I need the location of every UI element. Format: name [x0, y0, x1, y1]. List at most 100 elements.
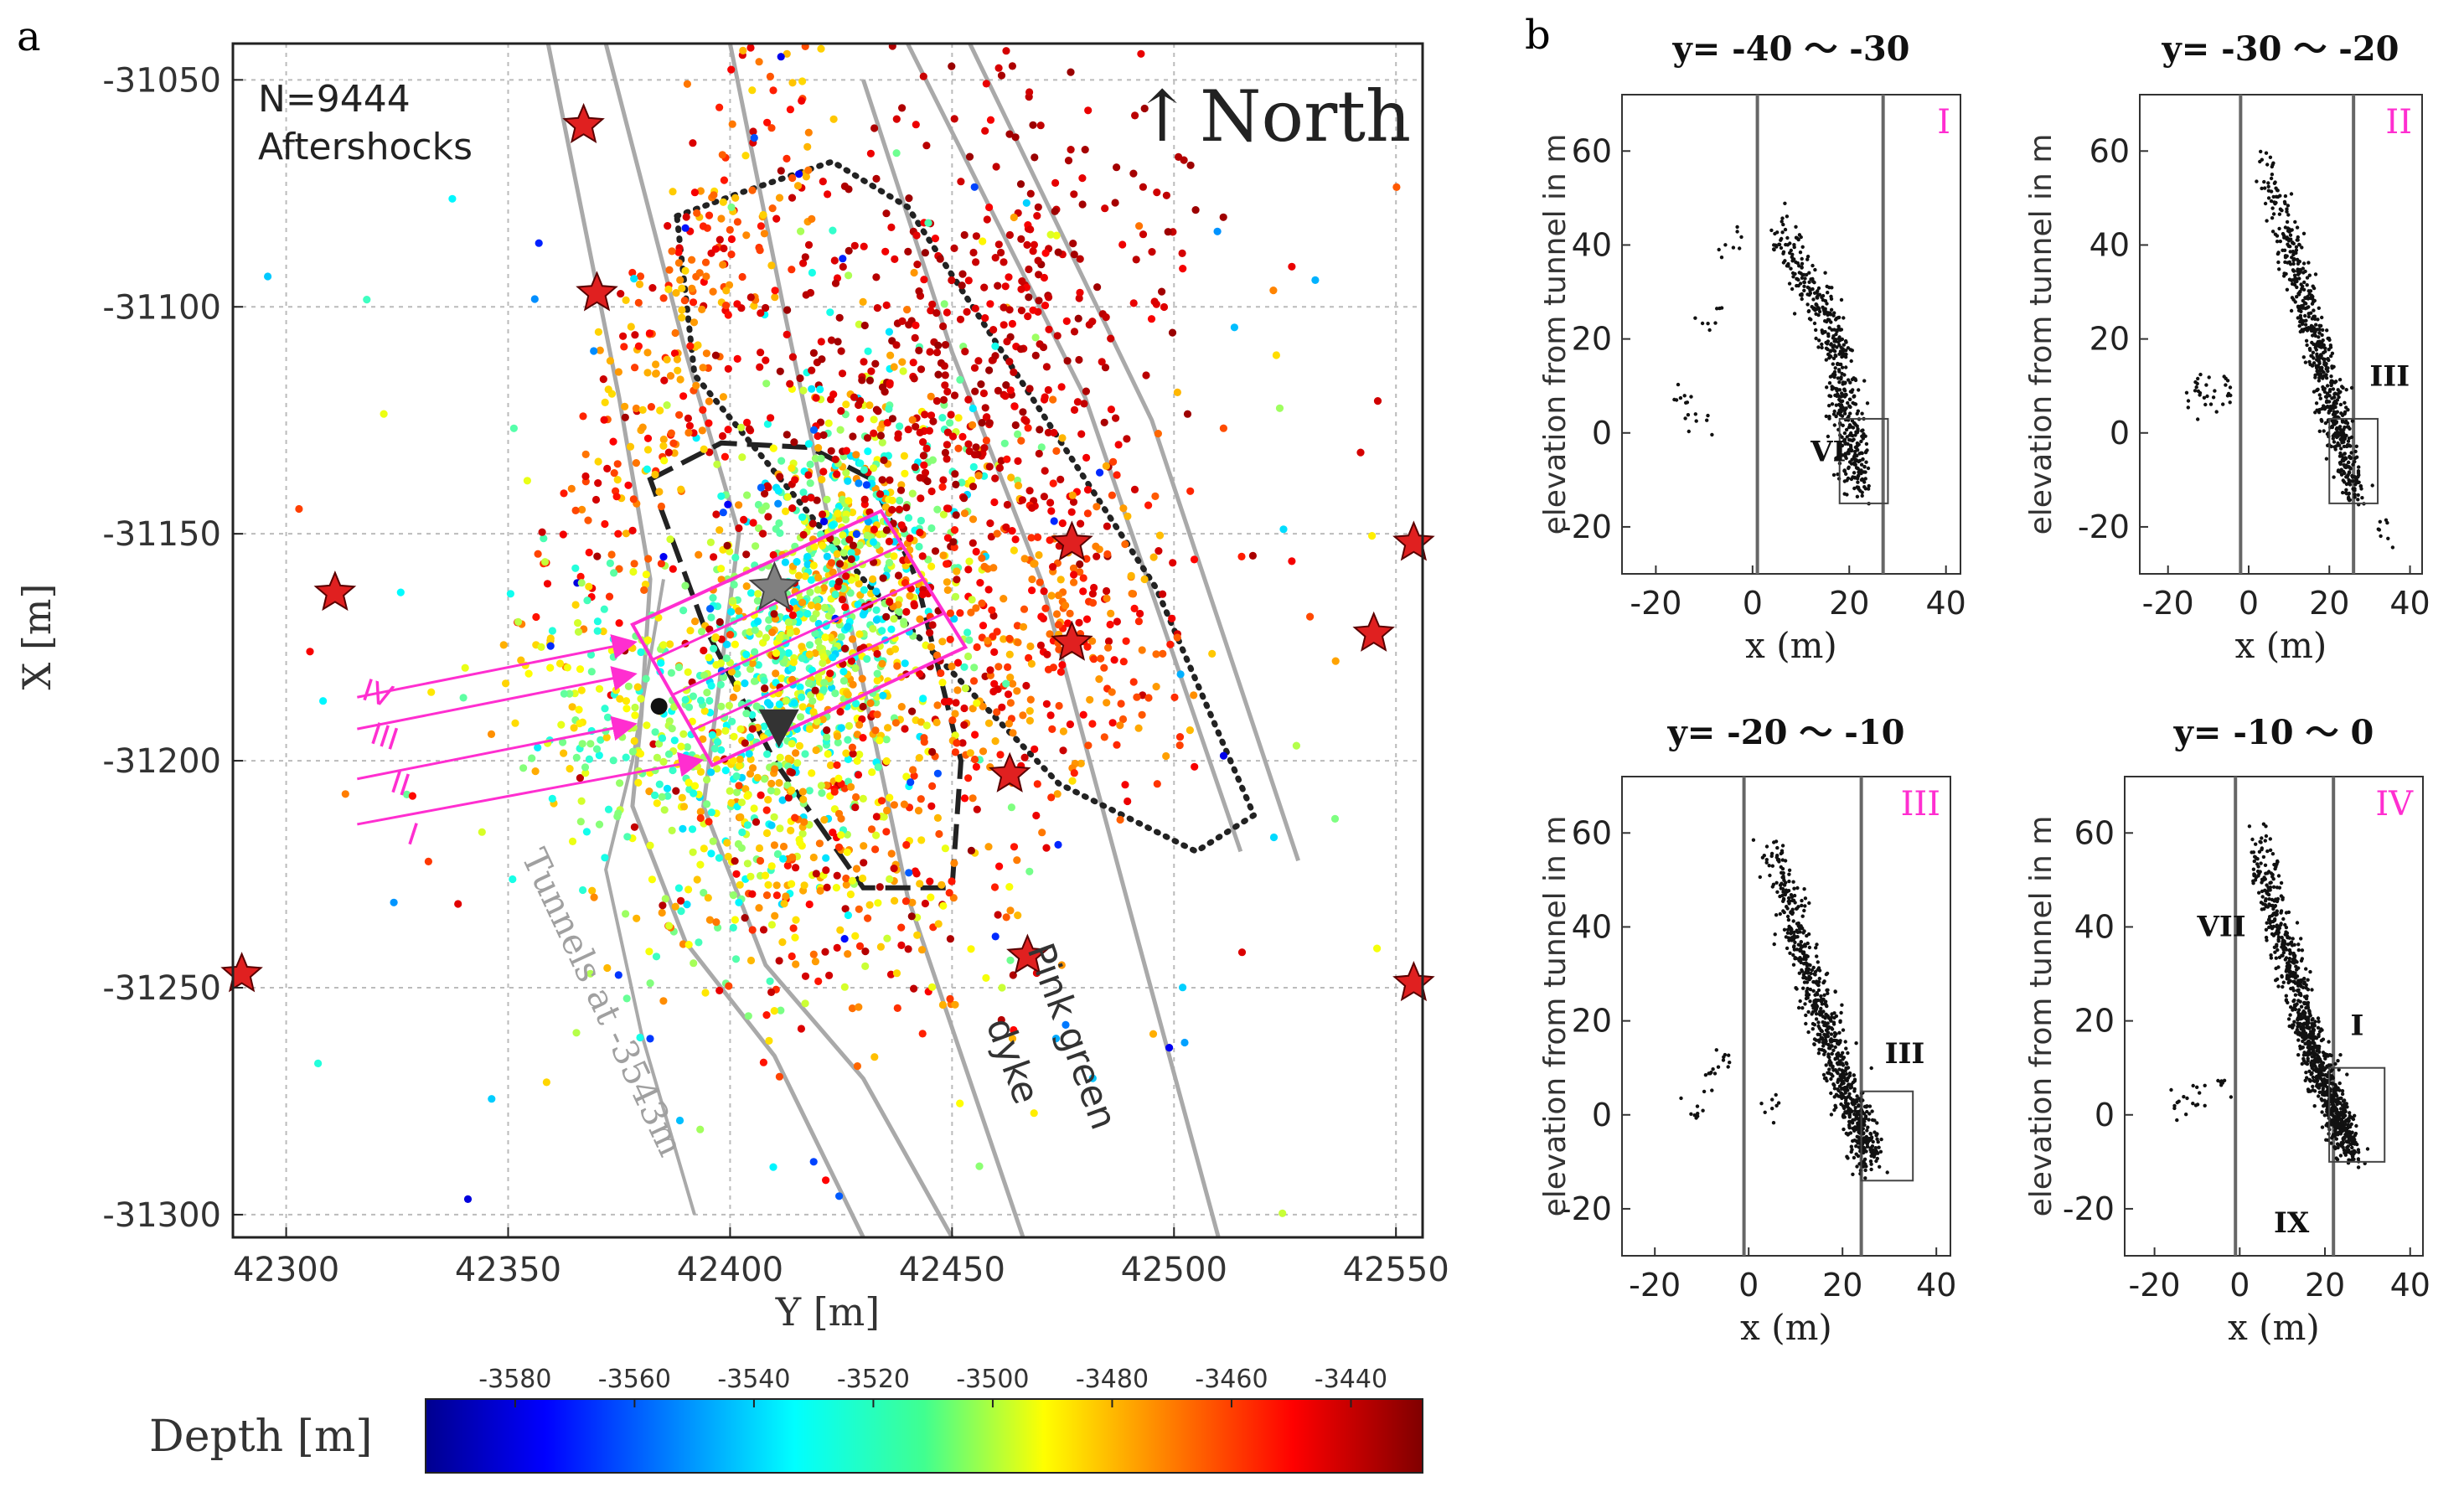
section-event-point: [1800, 261, 1805, 266]
event-point: [807, 493, 815, 502]
section-event-point: [1813, 267, 1817, 272]
event-point: [715, 526, 724, 534]
section-event-point: [2276, 260, 2281, 265]
section-event-point: [1831, 1020, 1836, 1025]
event-point: [660, 376, 669, 385]
event-point: [806, 460, 814, 469]
event-point: [896, 496, 904, 505]
section-event-point: [1764, 860, 1769, 865]
section-event-point: [2296, 308, 2301, 312]
section-event-point: [1768, 873, 1772, 878]
event-point: [586, 969, 595, 978]
section-box-outline: [630, 509, 969, 768]
event-point: [1142, 371, 1150, 379]
section-event-point: [1845, 1154, 1849, 1159]
event-point: [927, 487, 936, 496]
section-event-point: [1833, 353, 1837, 358]
section-event-point: [2379, 534, 2383, 539]
section-event-point: [1751, 838, 1756, 842]
event-point: [1069, 240, 1077, 248]
event-point: [711, 351, 721, 359]
event-point: [721, 452, 730, 461]
event-point: [861, 947, 870, 956]
event-point: [812, 394, 820, 402]
section-event-point: [1852, 1073, 1856, 1077]
section-event-point: [1857, 1119, 1862, 1124]
event-point: [768, 628, 777, 637]
event-point: [594, 479, 602, 488]
section-event-point: [2226, 391, 2231, 396]
section-event-point: [1851, 1080, 1856, 1085]
event-point: [1020, 416, 1029, 424]
event-point: [1107, 405, 1115, 414]
event-point: [788, 880, 796, 888]
event-point: [738, 453, 746, 462]
section-event-point: [1849, 1144, 1853, 1149]
event-point: [684, 428, 693, 437]
event-point: [901, 725, 909, 733]
event-point: [803, 610, 812, 618]
event-point: [848, 1004, 857, 1013]
event-point: [897, 703, 906, 711]
event-point: [788, 663, 797, 673]
section-event-point: [2317, 327, 2322, 332]
x-tick-label: -20: [1630, 585, 1681, 622]
section-event-point: [1860, 411, 1864, 416]
event-point: [932, 651, 942, 659]
section-event-point: [1841, 1104, 1846, 1108]
event-point: [1119, 504, 1128, 513]
section-event-point: [2291, 261, 2296, 266]
section-event-point: [2359, 487, 2363, 491]
section-event-point: [1842, 1127, 1846, 1132]
section-event-point: [1885, 1170, 1889, 1175]
section-x-label: x (m): [2235, 625, 2327, 666]
event-point: [1076, 288, 1084, 297]
event-point: [1081, 146, 1089, 154]
event-point: [880, 813, 888, 821]
section-event-point: [2213, 389, 2217, 393]
event-point: [814, 977, 823, 985]
event-point: [1026, 225, 1035, 234]
event-point: [858, 376, 866, 385]
event-point: [753, 773, 762, 782]
event-point: [788, 353, 798, 361]
event-point: [1151, 492, 1160, 501]
event-point: [1075, 355, 1083, 364]
section-event-point: [1863, 1176, 1867, 1180]
section-event-point: [2340, 420, 2345, 424]
event-point: [679, 392, 688, 400]
event-point: [763, 699, 772, 707]
section-event-point: [2343, 411, 2347, 416]
event-point: [938, 679, 947, 687]
event-point: [616, 779, 624, 787]
event-point: [729, 693, 738, 702]
event-point: [753, 596, 762, 605]
section-event-point: [2317, 331, 2322, 335]
event-point: [872, 616, 881, 624]
event-point: [958, 270, 967, 278]
event-point: [876, 942, 885, 951]
section-event-point: [2286, 213, 2291, 217]
event-point: [718, 431, 727, 441]
section-event-point: [2357, 480, 2361, 484]
event-point: [666, 535, 674, 544]
event-point: [953, 739, 961, 747]
event-star-icon: [1051, 520, 1093, 561]
section-divider: [652, 544, 903, 661]
section-event-point: [1796, 942, 1800, 947]
event-point: [812, 746, 820, 755]
event-point: [808, 366, 816, 374]
event-point: [819, 431, 828, 440]
event-point: [1095, 675, 1103, 684]
section-event-point: [1801, 973, 1806, 977]
section-event-point: [1830, 402, 1835, 406]
event-point: [1030, 1109, 1038, 1118]
event-point: [1077, 759, 1085, 768]
event-count-label: N=9444: [258, 78, 411, 121]
subcluster-label: VI: [1810, 435, 1846, 468]
event-point: [1049, 663, 1057, 672]
event-point: [724, 311, 732, 319]
event-point: [1169, 559, 1177, 567]
event-point: [804, 679, 814, 688]
section-event-point: [1826, 1016, 1831, 1020]
